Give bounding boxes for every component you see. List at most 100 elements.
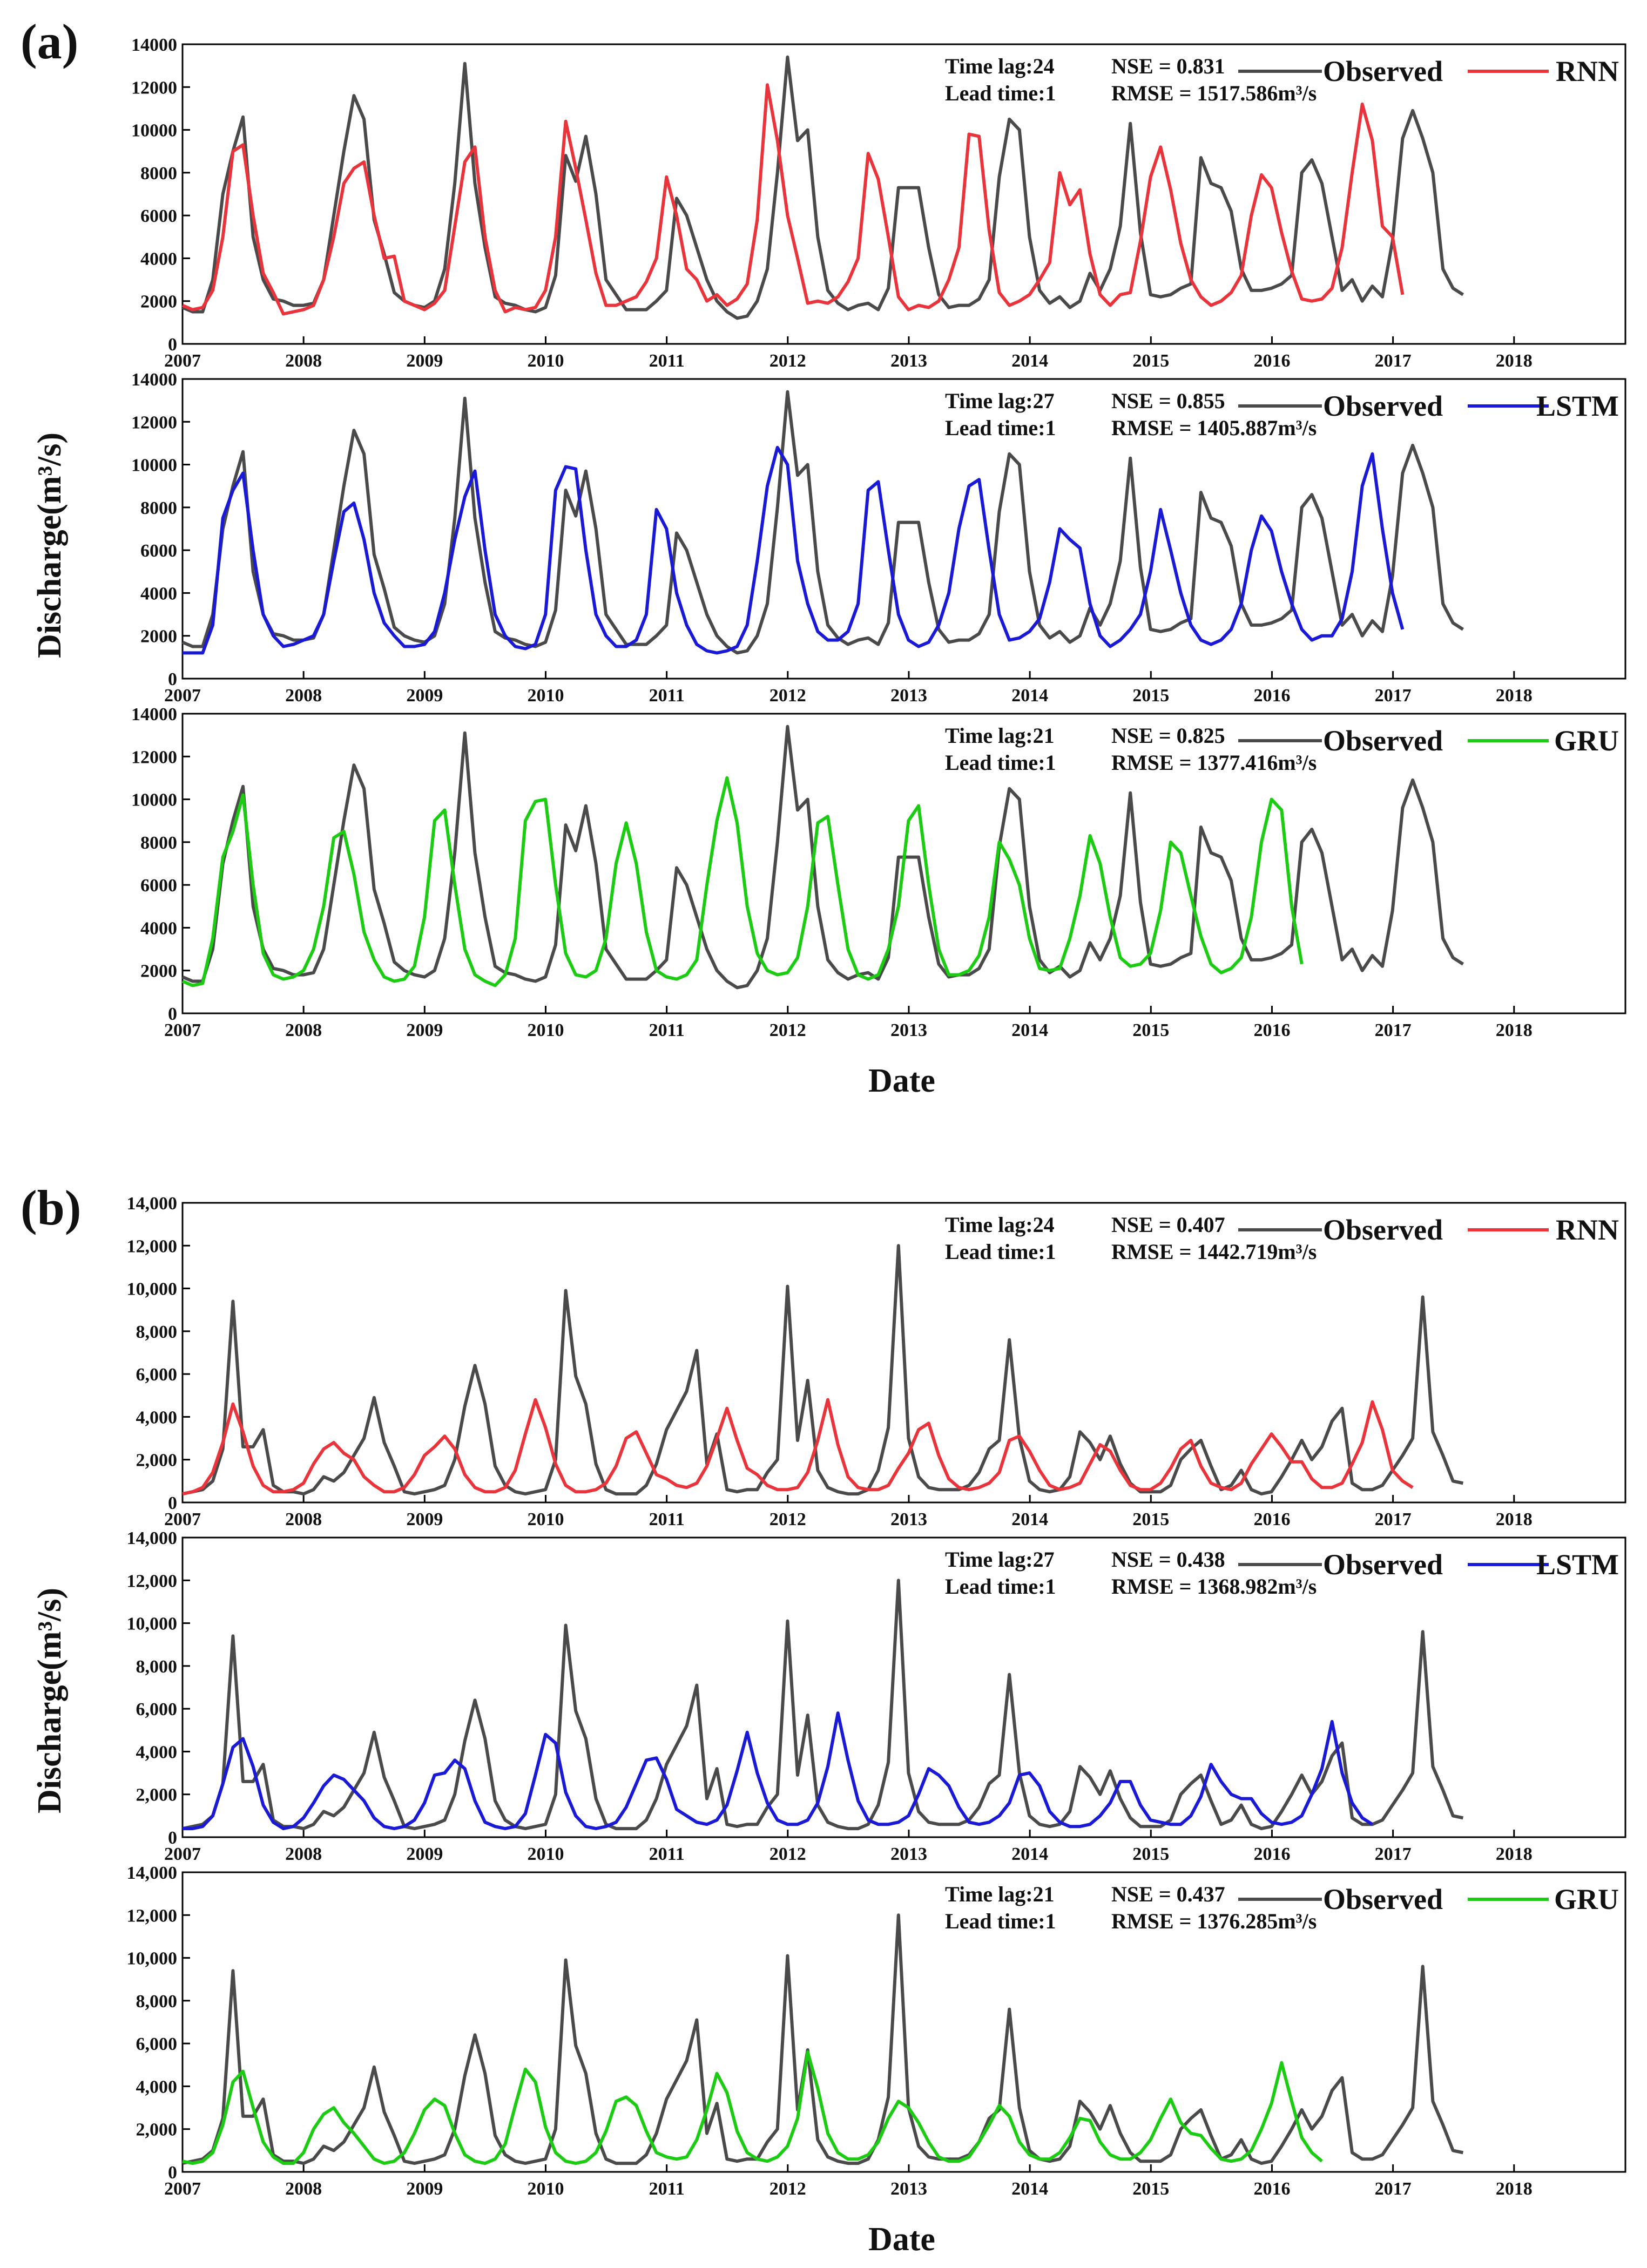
y-tick-label: 2,000 xyxy=(136,1785,178,1805)
y-tick-label: 6,000 xyxy=(136,2034,178,2054)
x-tick-label: 2008 xyxy=(285,1020,322,1040)
y-tick-label: 14000 xyxy=(131,705,177,725)
series-line-observed xyxy=(182,1913,1464,2165)
legend-label-model: LSTM xyxy=(1536,1548,1619,1581)
x-tick-label: 2013 xyxy=(890,351,927,371)
plot-frame xyxy=(181,43,1626,345)
y-tick-label: 4000 xyxy=(140,918,177,938)
y-tick-label: 14,000 xyxy=(127,1863,178,1883)
legend-label-model: RNN xyxy=(1556,1214,1619,1246)
y-tick-label: 10,000 xyxy=(127,1279,178,1299)
x-tick-label: 2010 xyxy=(527,351,564,371)
y-tick-label: 8,000 xyxy=(136,1992,178,2012)
panel-label-a: (a) xyxy=(21,14,78,69)
x-tick-label: 2018 xyxy=(1496,351,1533,371)
x-tick-label: 2008 xyxy=(285,686,322,706)
y-tick-label: 12000 xyxy=(131,747,177,767)
x-tick-label: 2016 xyxy=(1253,1844,1290,1864)
series-line-observed xyxy=(181,390,1464,655)
nse-label: NSE = 0.825 xyxy=(1111,723,1225,748)
x-tick-label: 2008 xyxy=(285,2179,322,2199)
x-tick-label: 2018 xyxy=(1496,686,1533,706)
x-tick-label: 2015 xyxy=(1132,2179,1169,2199)
x-tick-label: 2012 xyxy=(770,1844,806,1864)
y-axis-label-a: Discharge(m³/s) xyxy=(31,432,68,658)
nse-label: NSE = 0.831 xyxy=(1111,54,1225,78)
y-tick-label: 14,000 xyxy=(127,1528,178,1548)
x-tick-label: 2014 xyxy=(1011,1509,1048,1529)
x-tick-label: 2016 xyxy=(1253,1509,1290,1529)
x-tick-label: 2009 xyxy=(406,1020,443,1040)
x-tick-label: 2018 xyxy=(1496,1509,1533,1529)
time-lag-label: Time lag:27 xyxy=(945,389,1055,413)
y-tick-label: 0 xyxy=(168,335,177,355)
legend-label-model: GRU xyxy=(1554,1883,1619,1915)
y-tick-label: 0 xyxy=(168,669,177,689)
y-tick-label: 6000 xyxy=(140,876,177,896)
x-tick-label: 2009 xyxy=(406,686,443,706)
panels-container: 0 2000 4000 6000 8000 10000 12000 14000 2007 2008… xyxy=(127,35,1626,2199)
legend-label-observed: Observed xyxy=(1323,725,1443,757)
y-tick-label: 12000 xyxy=(131,412,177,432)
x-tick-label: 2017 xyxy=(1375,351,1412,371)
x-tick-label: 2014 xyxy=(1011,351,1048,371)
y-tick-label: 8,000 xyxy=(136,1322,178,1342)
nse-label: NSE = 0.855 xyxy=(1111,389,1225,413)
x-tick-label: 2010 xyxy=(527,1509,564,1529)
panel-2: 0 2000 4000 6000 8000 10000 12000 14000 2007 2008… xyxy=(131,705,1626,1040)
x-tick-label: 2014 xyxy=(1011,1844,1048,1864)
x-tick-label: 2012 xyxy=(770,1509,806,1529)
y-tick-label: 14000 xyxy=(131,370,177,390)
lead-time-label: Lead time:1 xyxy=(945,750,1056,775)
legend-label-observed: Observed xyxy=(1323,55,1443,87)
y-tick-label: 6000 xyxy=(140,206,177,226)
rmse-label: RMSE = 1376.285m³/s xyxy=(1111,1909,1317,1933)
rmse-label: RMSE = 1377.416m³/s xyxy=(1111,750,1317,775)
x-tick-label: 2015 xyxy=(1132,1509,1169,1529)
y-tick-label: 0 xyxy=(168,1828,177,1848)
y-tick-label: 12,000 xyxy=(127,1236,178,1256)
x-tick-label: 2008 xyxy=(285,1844,322,1864)
x-tick-label: 2008 xyxy=(285,1509,322,1529)
plot-frame xyxy=(181,1536,1626,1838)
y-tick-label: 4000 xyxy=(140,249,177,269)
rmse-label: RMSE = 1405.887m³/s xyxy=(1111,416,1317,440)
legend-label-observed: Observed xyxy=(1323,1883,1443,1915)
lead-time-label: Lead time:1 xyxy=(945,81,1056,105)
y-tick-label: 2000 xyxy=(140,627,177,647)
legend-label-model: LSTM xyxy=(1536,390,1619,422)
panel-1: 0 2000 4000 6000 8000 10000 12000 14000 2007 2008… xyxy=(131,370,1626,706)
x-tick-label: 2009 xyxy=(406,351,443,371)
x-tick-label: 2008 xyxy=(285,351,322,371)
y-tick-label: 8000 xyxy=(140,498,177,518)
x-tick-label: 2012 xyxy=(770,1020,806,1040)
y-tick-label: 14000 xyxy=(131,35,177,55)
x-tick-label: 2011 xyxy=(649,686,685,706)
y-tick-label: 8000 xyxy=(140,833,177,853)
legend-label-model: GRU xyxy=(1554,725,1619,757)
y-tick-label: 2,000 xyxy=(136,1451,178,1471)
legend-label-model: RNN xyxy=(1556,55,1619,87)
x-tick-label: 2014 xyxy=(1011,2179,1048,2199)
series-line-observed xyxy=(181,725,1464,990)
x-tick-label: 2011 xyxy=(649,1844,685,1864)
panel-label-b: (b) xyxy=(21,1180,81,1235)
x-tick-label: 2018 xyxy=(1496,1020,1533,1040)
plot-frame xyxy=(181,1871,1626,2173)
x-tick-label: 2015 xyxy=(1132,351,1169,371)
x-tick-label: 2007 xyxy=(164,2179,201,2199)
y-tick-label: 10000 xyxy=(131,790,177,810)
x-tick-label: 2012 xyxy=(770,2179,806,2199)
y-tick-label: 4,000 xyxy=(136,1407,178,1427)
x-tick-label: 2013 xyxy=(890,1844,927,1864)
lead-time-label: Lead time:1 xyxy=(945,1240,1056,1264)
time-lag-label: Time lag:24 xyxy=(945,1213,1055,1237)
x-tick-label: 2016 xyxy=(1253,686,1290,706)
plot-frame xyxy=(181,378,1626,680)
y-tick-label: 6,000 xyxy=(136,1700,178,1719)
x-tick-label: 2016 xyxy=(1253,351,1290,371)
x-tick-label: 2015 xyxy=(1132,686,1169,706)
x-tick-label: 2010 xyxy=(527,1020,564,1040)
series-line-observed xyxy=(182,1579,1464,1831)
